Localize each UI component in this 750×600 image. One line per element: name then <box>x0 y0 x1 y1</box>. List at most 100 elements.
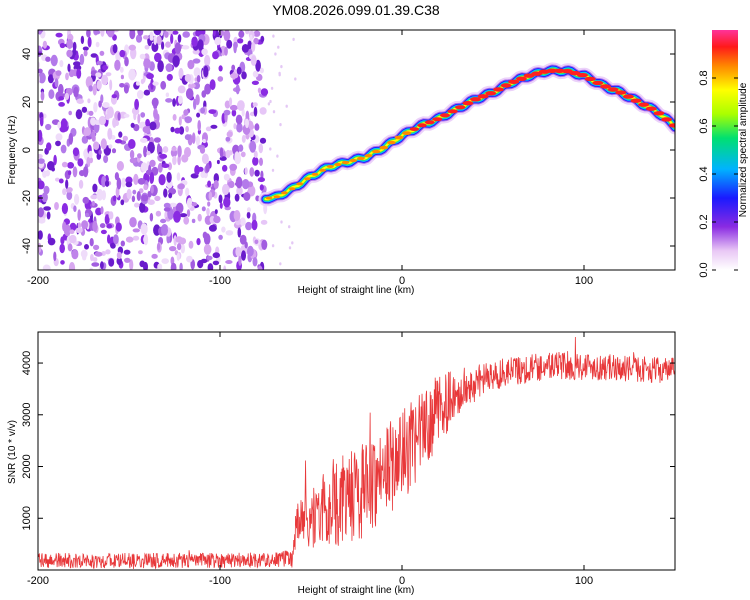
spectrogram-noise-blob <box>59 42 66 49</box>
spectrogram-noise-blob <box>249 34 253 43</box>
spectrogram-noise-blob <box>223 30 231 42</box>
spectrogram-noise-blob <box>151 253 158 259</box>
spectrogram-noise-blob <box>161 41 165 50</box>
spectrogram-noise-blob <box>240 151 246 158</box>
spectrogram-noise-blob <box>89 267 93 270</box>
spectrogram-noise-blob <box>239 234 247 245</box>
spectrogram-noise-blob <box>149 212 154 222</box>
spectrogram-noise-blob <box>98 100 102 108</box>
spectrogram-noise-blob <box>90 70 97 76</box>
spectrogram-noise-blob <box>196 238 201 246</box>
spectrogram-noise-blob <box>128 68 136 81</box>
spectrogram-noise-blob <box>77 209 81 221</box>
spectrogram-noise-blob <box>252 102 258 107</box>
spectrogram-noise-blob <box>93 102 98 113</box>
spectrogram-noise-blob <box>182 31 190 38</box>
spectrogram-noise-blob <box>143 89 151 96</box>
spectrogram-noise-blob <box>206 255 213 261</box>
spectrogram-noise-blob <box>38 51 42 56</box>
spectrogram-noise-blob <box>140 78 145 85</box>
spectrogram-noise-blob <box>135 34 143 43</box>
spectrogram-noise-blob <box>235 176 243 189</box>
snr-x-tick-label: -100 <box>209 575 231 587</box>
spectrogram-noise-blob <box>108 258 115 267</box>
spectrogram-noise-blob <box>241 44 249 53</box>
spectrogram-noise-blob <box>208 224 217 232</box>
spectrogram-noise-blob <box>291 241 294 245</box>
spectrogram-noise-blob <box>223 196 231 208</box>
snr-y-ticks: 1000 2000 3000 4000 <box>21 351 675 531</box>
spectrogram-noise-blob <box>170 126 175 133</box>
spectrogram-ridge-peak <box>607 87 619 92</box>
spectrogram-noise-blob <box>149 32 154 41</box>
spectrogram-noise-blob <box>40 91 45 101</box>
spectrogram-noise-blob <box>247 245 254 257</box>
spectrogram-noise-blob <box>120 199 125 206</box>
spectrogram-noise-blob <box>87 98 91 104</box>
spectrogram-noise-blob <box>192 49 200 55</box>
spectrogram-noise-blob <box>76 98 84 104</box>
spectrogram-ridge-peak <box>296 182 304 186</box>
spectrogram-ridge-peak <box>462 101 474 106</box>
spectrogram-noise-blob <box>96 80 102 90</box>
spectrogram-noise-blob <box>46 142 52 151</box>
spectrogram-noise-blob <box>119 83 125 88</box>
spectrogram-noise-blob <box>43 206 51 211</box>
spectrogram-noise-blob <box>237 38 244 44</box>
spectrogram-noise-blob <box>161 258 169 264</box>
spectrogram-ridge-peak <box>645 106 657 111</box>
spectrogram-noise-blob <box>204 54 211 67</box>
spectrogram-ridge-peak <box>379 145 389 150</box>
spectrogram-noise-blob <box>180 243 185 254</box>
spectrogram-noise-blob <box>73 61 81 67</box>
spectrogram-noise-blob <box>294 77 297 81</box>
spectrogram-noise-blob <box>114 172 119 181</box>
spectrogram-noise-blob <box>106 30 115 38</box>
spectrogram-noise-blob <box>45 56 51 62</box>
spectrogram-noise-blob <box>139 53 146 60</box>
spectrogram-noise-blob <box>153 108 158 120</box>
spectrogram-noise-blob <box>144 45 150 50</box>
spectrogram-noise-blob <box>241 250 246 261</box>
spectrogram-noise-blob <box>38 61 41 69</box>
spectrogram-noise-blob <box>65 72 69 81</box>
spectrogram-x-label: Height of straight line (km) <box>298 285 415 296</box>
spectrogram-noise-blob <box>185 88 194 100</box>
spectrogram-noise-blob <box>139 202 146 213</box>
spectrogram-x-tick-label: 0 <box>399 275 405 287</box>
colorbar-tick-label: 0.2 <box>698 214 710 229</box>
spectrogram-noise-blob <box>109 79 113 91</box>
spectrogram-noise-blob <box>54 202 59 210</box>
spectrogram-noise-blob <box>145 118 151 127</box>
spectrogram-noise-blob <box>191 202 198 207</box>
spectrogram-noise-blob <box>213 173 219 183</box>
spectrogram-noise-blob <box>224 100 231 109</box>
spectrogram-noise-blob <box>174 127 181 134</box>
spectrogram-noise-blob <box>193 67 201 78</box>
spectrogram-noise-blob <box>124 257 131 263</box>
spectrogram-noise-blob <box>201 206 206 212</box>
spectrogram-noise-blob <box>58 96 65 101</box>
spectrogram-noise-blob <box>72 48 77 56</box>
spectrogram-ridge-peak <box>615 90 627 95</box>
spectrogram-ridge-peak <box>265 196 273 200</box>
spectrogram-ridge-peak <box>341 160 350 165</box>
snr-y-tick-label: 2000 <box>21 454 33 478</box>
spectrogram-noise-blob <box>93 244 100 251</box>
spectrogram-noise-blob <box>122 135 128 141</box>
spectrogram-y-label: Frequency (Hz) <box>7 116 18 185</box>
spectrogram-ridge-peak <box>592 80 604 86</box>
spectrogram-noise-blob <box>172 30 179 35</box>
spectrogram-noise-blob <box>95 41 100 48</box>
spectrogram-noise-blob <box>236 122 243 133</box>
spectrogram-noise-blob <box>157 162 163 173</box>
spectrogram-noise-blob <box>126 188 132 200</box>
spectrogram-noise-blob <box>154 52 162 63</box>
spectrogram-noise-blob <box>196 112 201 118</box>
spectrogram-noise-blob <box>252 156 259 166</box>
spectrogram-noise-blob <box>73 86 79 98</box>
spectrogram-noise-blob <box>118 131 123 138</box>
spectrogram-noise-blob <box>150 78 154 90</box>
spectrogram-noise-blob <box>200 107 206 114</box>
spectrogram-noise-blob <box>114 59 121 71</box>
